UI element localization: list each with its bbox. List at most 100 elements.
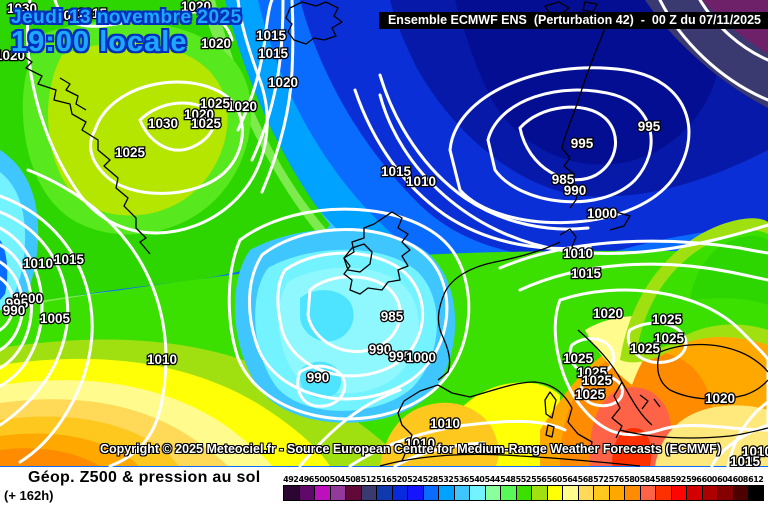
color-scale-value: 524 bbox=[407, 475, 423, 484]
pressure-label: 990 bbox=[564, 183, 587, 198]
color-scale-swatch bbox=[453, 485, 469, 501]
color-scale-cell: 516 bbox=[376, 475, 392, 501]
color-scale-cell: 544 bbox=[484, 475, 500, 501]
pressure-label: 1015 bbox=[256, 28, 287, 43]
color-scale-value: 600 bbox=[701, 475, 718, 484]
color-scale-value: 520 bbox=[391, 475, 408, 484]
color-scale-value: 584 bbox=[639, 475, 656, 484]
color-scale-cell: 588 bbox=[655, 475, 671, 501]
pressure-label: 1010 bbox=[147, 352, 177, 367]
color-scale-cell: 548 bbox=[500, 475, 516, 501]
color-scale-cell: 608 bbox=[732, 475, 749, 501]
legend-footer: Géop. Z500 & pression au sol (+ 162h) 49… bbox=[0, 467, 768, 512]
color-scale-value: 516 bbox=[376, 475, 392, 484]
color-scale-value: 536 bbox=[453, 475, 470, 484]
pressure-label: 985 bbox=[381, 309, 404, 324]
color-scale-value: 496 bbox=[298, 475, 315, 484]
pressure-label: 1020 bbox=[0, 48, 25, 63]
pressure-label: 995 bbox=[389, 349, 412, 364]
color-scale-swatch bbox=[469, 485, 485, 501]
pressure-label: 1020 bbox=[227, 99, 257, 114]
color-scale-value: 592 bbox=[670, 475, 687, 484]
pressure-label: 1025 bbox=[630, 341, 661, 356]
color-scale-cell: 512 bbox=[360, 475, 376, 501]
color-scale-swatch bbox=[314, 485, 330, 501]
pressure-label: 1025 bbox=[200, 96, 231, 111]
color-scale-swatch bbox=[283, 485, 299, 501]
forecast-date: Jeudi 13 novembre 2025 bbox=[11, 7, 242, 28]
pressure-label: 995 bbox=[571, 136, 594, 151]
pressure-label: 1010 bbox=[23, 256, 53, 271]
color-scale-swatch bbox=[531, 485, 547, 501]
color-scale-swatch bbox=[562, 485, 578, 501]
map-canvas: 1030102510151020102010201015101510201020… bbox=[0, 0, 768, 467]
color-scale-value: 528 bbox=[422, 475, 439, 484]
color-scale-swatch bbox=[376, 485, 392, 501]
color-scale-cell: 584 bbox=[639, 475, 656, 501]
color-scale-cell: 492 bbox=[283, 475, 299, 501]
color-scale-swatch bbox=[391, 485, 407, 501]
pressure-label: 1015 bbox=[258, 46, 289, 61]
pressure-label: 1025 bbox=[577, 365, 608, 380]
pressure-label: 1020 bbox=[593, 306, 623, 321]
color-scale-cell: 568 bbox=[577, 475, 594, 501]
color-scale-cell: 520 bbox=[391, 475, 408, 501]
color-scale-cell: 552 bbox=[515, 475, 531, 501]
color-scale-cell: 612 bbox=[748, 475, 764, 501]
color-scale-cell: 496 bbox=[298, 475, 315, 501]
forecast-date-overlay: Jeudi 13 novembre 2025 19:00 locale bbox=[11, 8, 242, 57]
pressure-label: 1025 bbox=[56, 8, 87, 23]
geopotential-map: 1030102510151020102010201015101510201020… bbox=[0, 0, 768, 467]
pressure-label: 1015 bbox=[571, 266, 602, 281]
color-scale-value: 568 bbox=[577, 475, 594, 484]
color-scale-cell: 596 bbox=[686, 475, 702, 501]
pressure-label: 1015 bbox=[381, 164, 412, 179]
pressure-label: 1010 bbox=[563, 246, 593, 261]
color-scale-cell: 572 bbox=[593, 475, 609, 501]
color-scale-cell: 592 bbox=[670, 475, 687, 501]
pressure-label: 1000 bbox=[587, 206, 617, 221]
isobar-contours bbox=[0, 0, 768, 467]
color-scale-value: 564 bbox=[562, 475, 578, 484]
pressure-label: 1015 bbox=[730, 454, 761, 467]
pressure-label: 1025 bbox=[191, 116, 222, 131]
color-scale-swatch bbox=[484, 485, 500, 501]
pressure-label: 985 bbox=[552, 172, 575, 187]
color-scale-cell: 604 bbox=[717, 475, 733, 501]
color-scale-swatch bbox=[360, 485, 376, 501]
map-parameter-label: Géop. Z500 & pression au sol bbox=[28, 469, 261, 486]
color-scale-cell: 564 bbox=[562, 475, 578, 501]
color-scale-swatch bbox=[515, 485, 531, 501]
pressure-label: 1025 bbox=[575, 387, 606, 402]
color-scale-cell: 556 bbox=[531, 475, 547, 501]
pressure-label: 1010 bbox=[430, 416, 460, 431]
color-scale-swatch bbox=[732, 485, 748, 501]
color-scale-swatch bbox=[500, 485, 516, 501]
color-scale-swatch bbox=[670, 485, 686, 501]
color-scale-swatch bbox=[422, 485, 438, 501]
pressure-label: 1025 bbox=[654, 331, 685, 346]
pressure-label: 1025 bbox=[582, 373, 613, 388]
pressure-label: 1025 bbox=[652, 312, 683, 327]
copyright-line: Copyright © 2025 Meteociel.fr - Source E… bbox=[100, 442, 721, 456]
pressure-label: 1010 bbox=[406, 174, 436, 189]
color-scale-cell: 576 bbox=[608, 475, 624, 501]
color-scale-value: 532 bbox=[438, 475, 454, 484]
z500-color-scale: 492 496 500 504 508 512 516 520 524 528 532 536 540 5… bbox=[283, 475, 764, 501]
color-scale-swatch bbox=[701, 485, 717, 501]
color-scale-swatch bbox=[639, 485, 655, 501]
pressure-label: 1025 bbox=[115, 145, 146, 160]
color-scale-swatch bbox=[655, 485, 671, 501]
pressure-label: 1020 bbox=[181, 0, 211, 14]
forecast-local-time: 19:00 locale bbox=[11, 26, 188, 58]
color-scale-value: 608 bbox=[732, 475, 749, 484]
pressure-label: 1020 bbox=[184, 107, 214, 122]
color-scale-value: 604 bbox=[717, 475, 733, 484]
color-scale-cell: 500 bbox=[314, 475, 330, 501]
color-scale-value: 540 bbox=[469, 475, 485, 484]
color-scale-value: 504 bbox=[329, 475, 346, 484]
color-scale-swatch bbox=[717, 485, 733, 501]
color-scale-swatch bbox=[329, 485, 345, 501]
color-scale-swatch bbox=[593, 485, 609, 501]
